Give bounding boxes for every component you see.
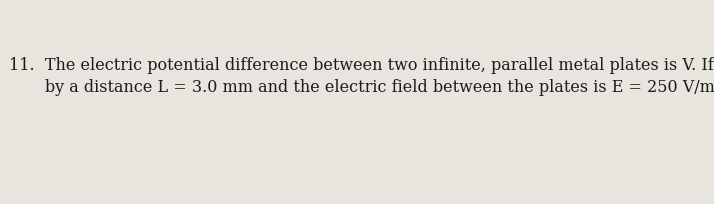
Text: 11.  The electric potential difference between two infinite, parallel metal plat: 11. The electric potential difference be… — [9, 57, 714, 95]
